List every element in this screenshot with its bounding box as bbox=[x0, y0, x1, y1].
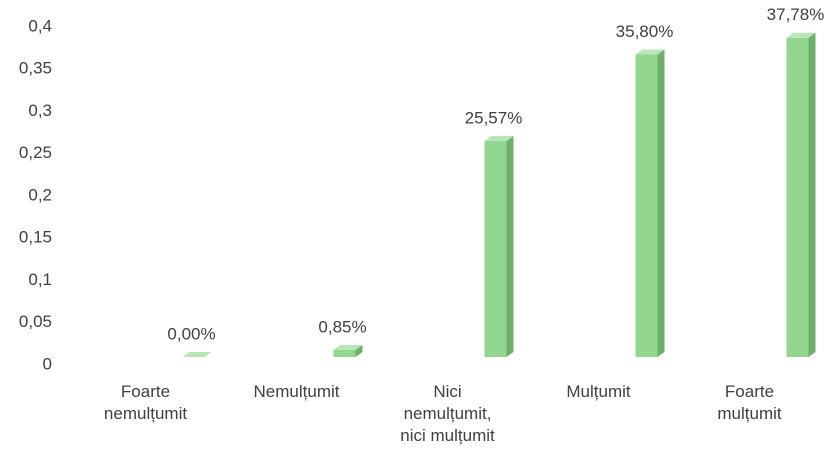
y-tick-label: 0,4 bbox=[28, 16, 52, 35]
bar-side bbox=[808, 32, 816, 357]
bar bbox=[786, 37, 809, 357]
bar-side bbox=[506, 135, 514, 357]
value-label: 37,78% bbox=[767, 5, 825, 24]
x-tick-label: Nemulțumit bbox=[253, 382, 340, 401]
y-tick-label: 0 bbox=[43, 354, 52, 373]
bar bbox=[635, 54, 658, 358]
value-label: 35,80% bbox=[616, 22, 674, 41]
y-tick-label: 0,25 bbox=[19, 143, 52, 162]
x-tick-label: Mulțumit bbox=[566, 382, 631, 401]
y-tick-label: 0,05 bbox=[19, 312, 52, 331]
bar-side bbox=[657, 49, 665, 358]
value-label: 25,57% bbox=[465, 108, 523, 127]
bar bbox=[333, 349, 356, 357]
value-label: 0,00% bbox=[167, 324, 215, 343]
value-label: 0,85% bbox=[318, 317, 366, 336]
x-tick-label: Foarte mulțumit bbox=[717, 382, 782, 423]
x-tick-label: Nici nemulțumit, nici mulțumit bbox=[400, 382, 495, 445]
y-tick-label: 0,2 bbox=[28, 185, 52, 204]
y-tick-label: 0,3 bbox=[28, 101, 52, 120]
x-tick-label: Foarte nemulțumit bbox=[103, 382, 188, 423]
y-tick-label: 0,15 bbox=[19, 228, 52, 247]
bar-side bbox=[355, 344, 363, 357]
bar bbox=[484, 140, 507, 357]
bar-top bbox=[182, 352, 212, 357]
bar-top bbox=[484, 135, 514, 141]
bar-top bbox=[333, 344, 363, 350]
bar-top bbox=[786, 32, 816, 38]
y-tick-label: 0,35 bbox=[19, 59, 52, 78]
bar-top bbox=[635, 49, 665, 55]
y-tick-label: 0,1 bbox=[28, 270, 52, 289]
